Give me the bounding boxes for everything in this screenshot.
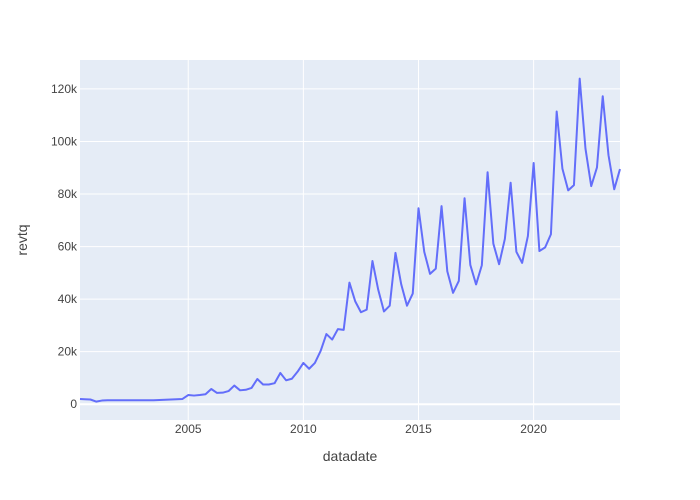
y-tick-label: 60k <box>58 240 78 254</box>
y-tick-label: 40k <box>58 292 78 306</box>
x-tick-label: 2010 <box>290 422 317 436</box>
grid-lines <box>80 60 620 420</box>
y-axis-ticks: 0 20k 40k 60k 80k 100k 120k <box>51 82 78 411</box>
y-tick-label: 120k <box>51 82 78 96</box>
series-group <box>79 77 621 403</box>
y-tick-label: 80k <box>58 187 78 201</box>
y-tick-label: 100k <box>51 134 78 148</box>
plot-background <box>80 60 620 420</box>
y-tick-label: 0 <box>70 397 77 411</box>
y-tick-label: 20k <box>58 345 78 359</box>
y-axis-title: revtq <box>14 224 30 255</box>
x-tick-label: 2020 <box>520 422 547 436</box>
x-axis-title: datadate <box>323 448 378 464</box>
x-tick-label: 2005 <box>175 422 202 436</box>
x-axis-ticks: 2005 2010 2015 2020 <box>175 422 547 436</box>
x-tick-label: 2015 <box>405 422 432 436</box>
revtq-series-line <box>79 77 621 403</box>
